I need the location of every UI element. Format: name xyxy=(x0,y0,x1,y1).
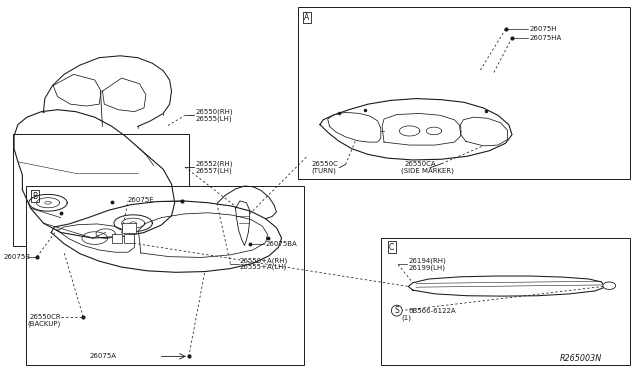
Text: A: A xyxy=(115,236,119,241)
Text: B: B xyxy=(32,192,37,201)
Bar xyxy=(26,186,304,365)
Bar xyxy=(13,134,189,246)
Text: A: A xyxy=(304,13,309,22)
Text: (TURN): (TURN) xyxy=(312,168,337,174)
Text: 26199(LH): 26199(LH) xyxy=(408,264,445,271)
Bar xyxy=(124,234,134,243)
Text: 26550CA: 26550CA xyxy=(404,161,436,167)
Circle shape xyxy=(603,282,616,289)
Text: 26555+A(LH): 26555+A(LH) xyxy=(240,264,287,270)
Text: B: B xyxy=(127,225,131,231)
Bar xyxy=(112,234,122,243)
Bar xyxy=(122,223,136,233)
Text: 26550C: 26550C xyxy=(312,161,339,167)
Text: (1): (1) xyxy=(401,314,412,321)
Text: 26550CR: 26550CR xyxy=(29,314,61,320)
Text: 26075H: 26075H xyxy=(530,26,557,32)
Text: 26194(RH): 26194(RH) xyxy=(408,258,446,264)
Text: 26075B: 26075B xyxy=(3,254,30,260)
Text: 26075A: 26075A xyxy=(90,353,116,359)
Text: 26075BA: 26075BA xyxy=(266,241,298,247)
Text: 26550(RH): 26550(RH) xyxy=(195,108,233,115)
Text: C: C xyxy=(127,236,131,241)
Text: (BACKUP): (BACKUP) xyxy=(28,320,61,327)
Text: S: S xyxy=(394,306,399,315)
Text: 26550+A(RH): 26550+A(RH) xyxy=(240,257,288,264)
Text: 26555(LH): 26555(LH) xyxy=(195,115,232,122)
Bar xyxy=(381,238,630,365)
Text: C: C xyxy=(389,243,394,251)
Text: 26075E: 26075E xyxy=(128,197,155,203)
Text: (SIDE MARKER): (SIDE MARKER) xyxy=(401,168,454,174)
Text: 26557(LH): 26557(LH) xyxy=(195,167,232,174)
Text: 26075HA: 26075HA xyxy=(530,35,562,41)
Text: 26552(RH): 26552(RH) xyxy=(195,160,233,167)
Text: 0B566-6122A: 0B566-6122A xyxy=(408,308,456,314)
Bar xyxy=(298,7,630,179)
Text: R265003N: R265003N xyxy=(560,355,602,363)
